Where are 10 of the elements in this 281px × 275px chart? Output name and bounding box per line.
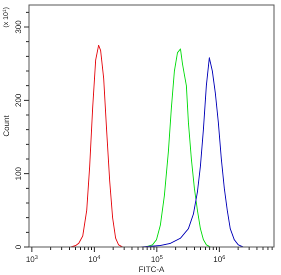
x-tick-label: 10$^{4}$ [88, 255, 100, 264]
y-tick-label: 0 [14, 244, 23, 250]
y-axis-title: Count [2, 114, 11, 137]
y-tick-label: 100 [14, 166, 23, 180]
x-tick-label: 10$^{6}$ [213, 255, 226, 264]
y-tick-label: 300 [14, 20, 23, 34]
x-tick-label: 10$^{5}$ [150, 255, 163, 264]
y-tick-label: 200 [14, 93, 23, 108]
x-tick-label: 10$^{3}$ [26, 255, 38, 264]
x-axis-title: FITC-A [138, 265, 166, 274]
